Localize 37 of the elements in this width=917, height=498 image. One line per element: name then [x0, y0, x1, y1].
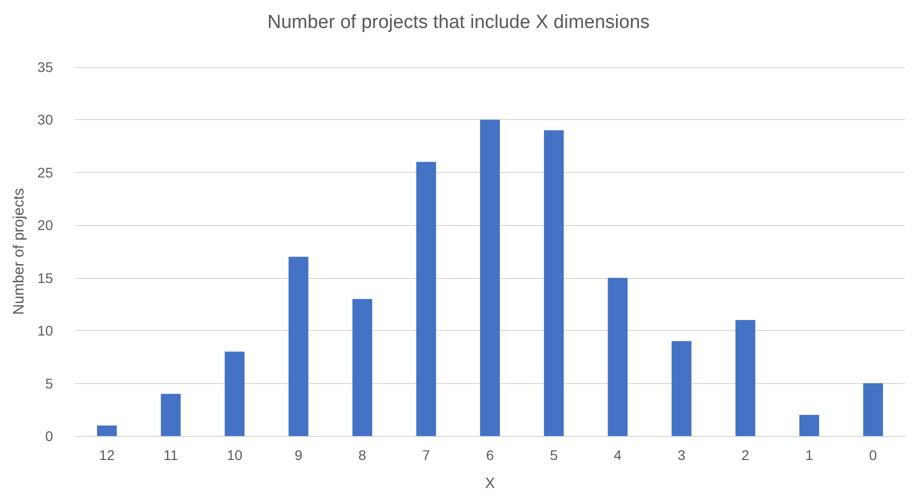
x-tick-label: 2 — [741, 447, 750, 463]
bar — [544, 130, 564, 436]
bar — [799, 414, 820, 436]
x-tick-label: 0 — [869, 447, 878, 463]
x-tick-label: 12 — [99, 447, 115, 463]
bar — [672, 341, 692, 436]
bar — [97, 425, 117, 436]
x-tick-label: 7 — [422, 447, 430, 463]
y-tick-label: 10 — [37, 322, 54, 339]
x-tick-label: 1 — [805, 447, 814, 463]
bar — [480, 120, 500, 436]
y-tick-label: 20 — [37, 217, 54, 234]
x-tick-label: 4 — [614, 447, 622, 463]
y-tick-label: 15 — [37, 270, 54, 286]
bar — [608, 278, 628, 436]
bar — [288, 256, 308, 436]
bar — [224, 352, 245, 436]
y-tick-label: 5 — [45, 375, 54, 392]
x-tick-label: 8 — [358, 447, 366, 463]
bar — [416, 162, 436, 436]
x-tick-label: 5 — [550, 447, 558, 463]
y-tick-label: 0 — [45, 428, 54, 444]
x-tick-label: 9 — [294, 447, 303, 463]
y-tick-label: 35 — [37, 59, 54, 75]
bar — [735, 320, 756, 436]
y-tick-label: 30 — [37, 112, 54, 128]
bar — [160, 394, 181, 436]
bar — [352, 298, 372, 436]
x-tick-label: 3 — [678, 447, 686, 463]
x-tick-label: 6 — [486, 447, 494, 463]
bar — [863, 383, 883, 436]
y-axis-title: Number of projects — [10, 188, 28, 315]
x-tick-label: 11 — [163, 447, 178, 463]
chart-title: Number of projects that include X dimensions — [267, 12, 650, 33]
y-tick-label: 25 — [37, 164, 54, 180]
x-axis-title: X — [484, 475, 496, 492]
x-tick-label: 10 — [226, 447, 243, 463]
